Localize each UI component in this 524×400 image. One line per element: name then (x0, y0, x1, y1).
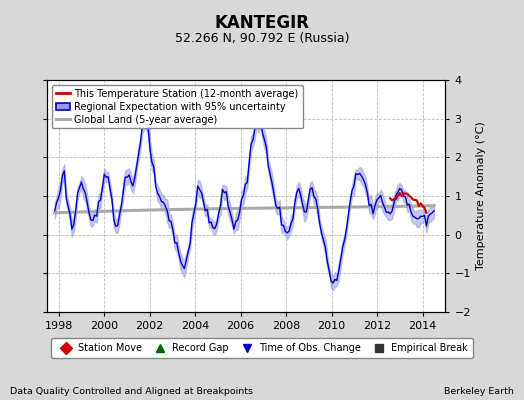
Text: Berkeley Earth: Berkeley Earth (444, 387, 514, 396)
Legend: This Temperature Station (12-month average), Regional Expectation with 95% uncer: This Temperature Station (12-month avera… (52, 85, 302, 128)
Text: KANTEGIR: KANTEGIR (214, 14, 310, 32)
Y-axis label: Temperature Anomaly (°C): Temperature Anomaly (°C) (476, 122, 486, 270)
Text: 52.266 N, 90.792 E (Russia): 52.266 N, 90.792 E (Russia) (174, 32, 350, 45)
Legend: Station Move, Record Gap, Time of Obs. Change, Empirical Break: Station Move, Record Gap, Time of Obs. C… (51, 338, 473, 358)
Text: Data Quality Controlled and Aligned at Breakpoints: Data Quality Controlled and Aligned at B… (10, 387, 254, 396)
